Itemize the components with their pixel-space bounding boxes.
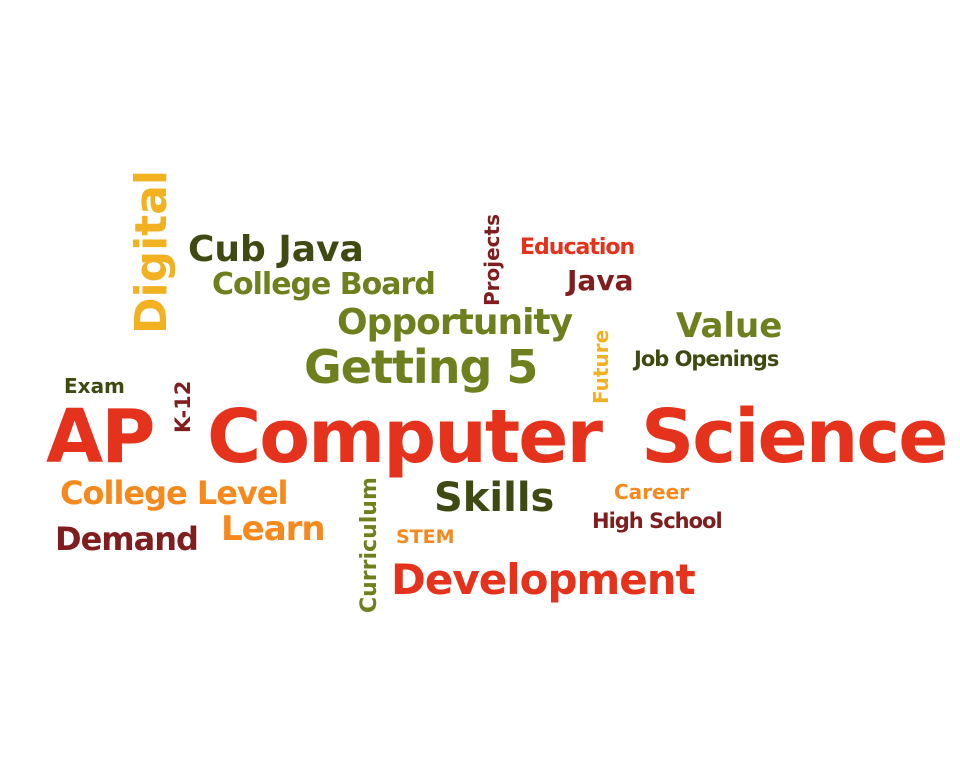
word-computer: Computer	[207, 394, 603, 480]
word-digital: Digital	[126, 170, 177, 334]
word-stem: STEM	[396, 526, 455, 548]
word-demand: Demand	[55, 520, 199, 558]
word-job-openings: Job Openings	[634, 347, 779, 371]
word-skills: Skills	[434, 475, 555, 521]
word-high-school: High School	[592, 509, 723, 533]
word-value: Value	[676, 306, 783, 346]
word-learn: Learn	[221, 509, 326, 549]
word-getting-5: Getting 5	[304, 340, 538, 394]
word-curriculum: Curriculum	[357, 477, 382, 613]
word-opportunity: Opportunity	[337, 302, 573, 343]
word-ap: AP	[46, 394, 156, 480]
word-future: Future	[589, 329, 613, 404]
word-projects: Projects	[480, 213, 504, 306]
word-development: Development	[391, 555, 696, 604]
word-science: Science	[641, 394, 948, 480]
word-k12: K-12	[171, 380, 195, 433]
word-cub-java: Cub Java	[188, 229, 364, 270]
word-college-level: College Level	[60, 474, 288, 512]
word-career: Career	[614, 480, 690, 504]
word-java: Java	[567, 264, 634, 297]
word-education: Education	[520, 235, 635, 260]
word-exam: Exam	[64, 374, 125, 398]
word-college-board: College Board	[212, 267, 436, 302]
